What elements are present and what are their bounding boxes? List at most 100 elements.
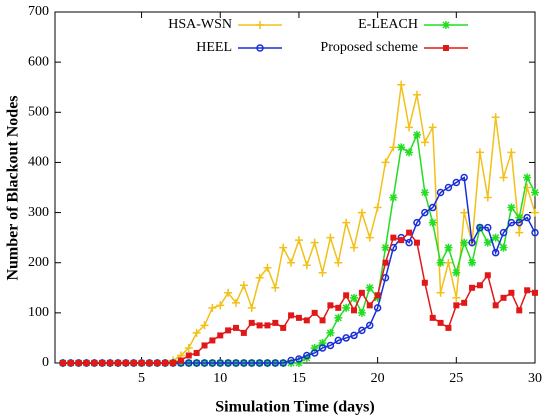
marker	[185, 352, 192, 359]
marker	[373, 203, 382, 212]
marker	[357, 308, 366, 317]
marker	[225, 327, 232, 334]
marker	[373, 304, 382, 312]
marker	[476, 223, 484, 232]
marker	[515, 218, 524, 227]
marker	[397, 143, 406, 152]
marker	[366, 321, 374, 330]
marker	[248, 319, 255, 326]
marker	[365, 283, 374, 292]
marker	[499, 243, 508, 252]
marker	[405, 148, 414, 157]
marker	[224, 288, 233, 297]
marker	[272, 319, 279, 326]
marker	[452, 178, 461, 187]
marker	[255, 359, 264, 367]
marker	[279, 359, 287, 367]
marker	[240, 359, 248, 367]
marker	[492, 302, 499, 309]
legend-label: HSA-WSN	[168, 17, 232, 32]
marker	[444, 243, 453, 252]
marker	[357, 208, 366, 217]
marker	[390, 234, 397, 241]
marker	[461, 299, 468, 306]
marker	[507, 148, 516, 157]
marker	[162, 360, 169, 366]
marker	[531, 208, 539, 217]
marker	[311, 309, 318, 316]
marker	[342, 303, 351, 312]
marker	[491, 113, 500, 122]
marker	[532, 289, 538, 296]
marker	[524, 287, 531, 294]
series-line	[62, 84, 536, 364]
marker	[327, 302, 334, 309]
marker	[343, 292, 350, 299]
marker	[107, 360, 114, 366]
marker	[294, 236, 303, 245]
marker	[507, 218, 516, 227]
marker	[271, 359, 280, 367]
marker	[428, 218, 437, 227]
marker	[484, 223, 492, 232]
marker	[420, 188, 429, 197]
marker	[326, 328, 335, 337]
marker	[231, 298, 240, 307]
series-line	[62, 176, 536, 364]
marker	[130, 360, 137, 366]
marker	[405, 123, 414, 132]
marker	[445, 324, 452, 331]
marker	[437, 319, 444, 326]
marker	[247, 359, 256, 367]
marker	[193, 349, 200, 356]
y-tick-label: 500	[28, 105, 49, 120]
marker	[429, 314, 436, 321]
marker	[239, 281, 248, 290]
marker	[508, 289, 515, 296]
marker	[366, 302, 373, 309]
marker	[192, 328, 201, 337]
marker	[263, 263, 272, 272]
marker	[499, 173, 508, 182]
marker	[412, 90, 421, 99]
marker	[287, 356, 295, 365]
plot-frame	[54, 11, 536, 364]
marker	[310, 238, 319, 247]
marker	[374, 292, 381, 299]
marker	[200, 321, 209, 330]
marker	[436, 258, 445, 267]
x-axis-title: Simulation Time (days)	[215, 399, 374, 416]
marker	[365, 233, 374, 242]
marker	[351, 307, 358, 314]
marker	[515, 213, 524, 222]
marker	[381, 243, 390, 252]
marker	[209, 337, 216, 344]
x-tick-label: 10	[213, 371, 227, 386]
marker	[453, 302, 460, 309]
marker	[398, 237, 405, 244]
marker	[216, 301, 225, 310]
marker	[413, 218, 421, 227]
marker	[185, 359, 193, 367]
y-tick-label: 0	[42, 355, 49, 370]
marker	[397, 80, 406, 89]
marker	[326, 233, 335, 242]
marker	[491, 248, 500, 257]
marker	[460, 173, 468, 182]
marker	[499, 228, 508, 237]
marker	[412, 130, 421, 139]
x-tick-label: 25	[449, 371, 463, 386]
x-tick-label: 5	[138, 371, 145, 386]
marker	[334, 336, 343, 345]
marker	[523, 173, 532, 182]
marker	[452, 293, 461, 302]
marker	[350, 331, 358, 340]
marker	[460, 208, 469, 217]
y-tick-label: 200	[28, 255, 49, 270]
marker	[59, 360, 66, 366]
y-tick-label: 700	[28, 4, 49, 19]
marker	[443, 45, 449, 51]
marker	[421, 279, 428, 286]
marker	[334, 258, 343, 267]
marker	[406, 229, 413, 236]
